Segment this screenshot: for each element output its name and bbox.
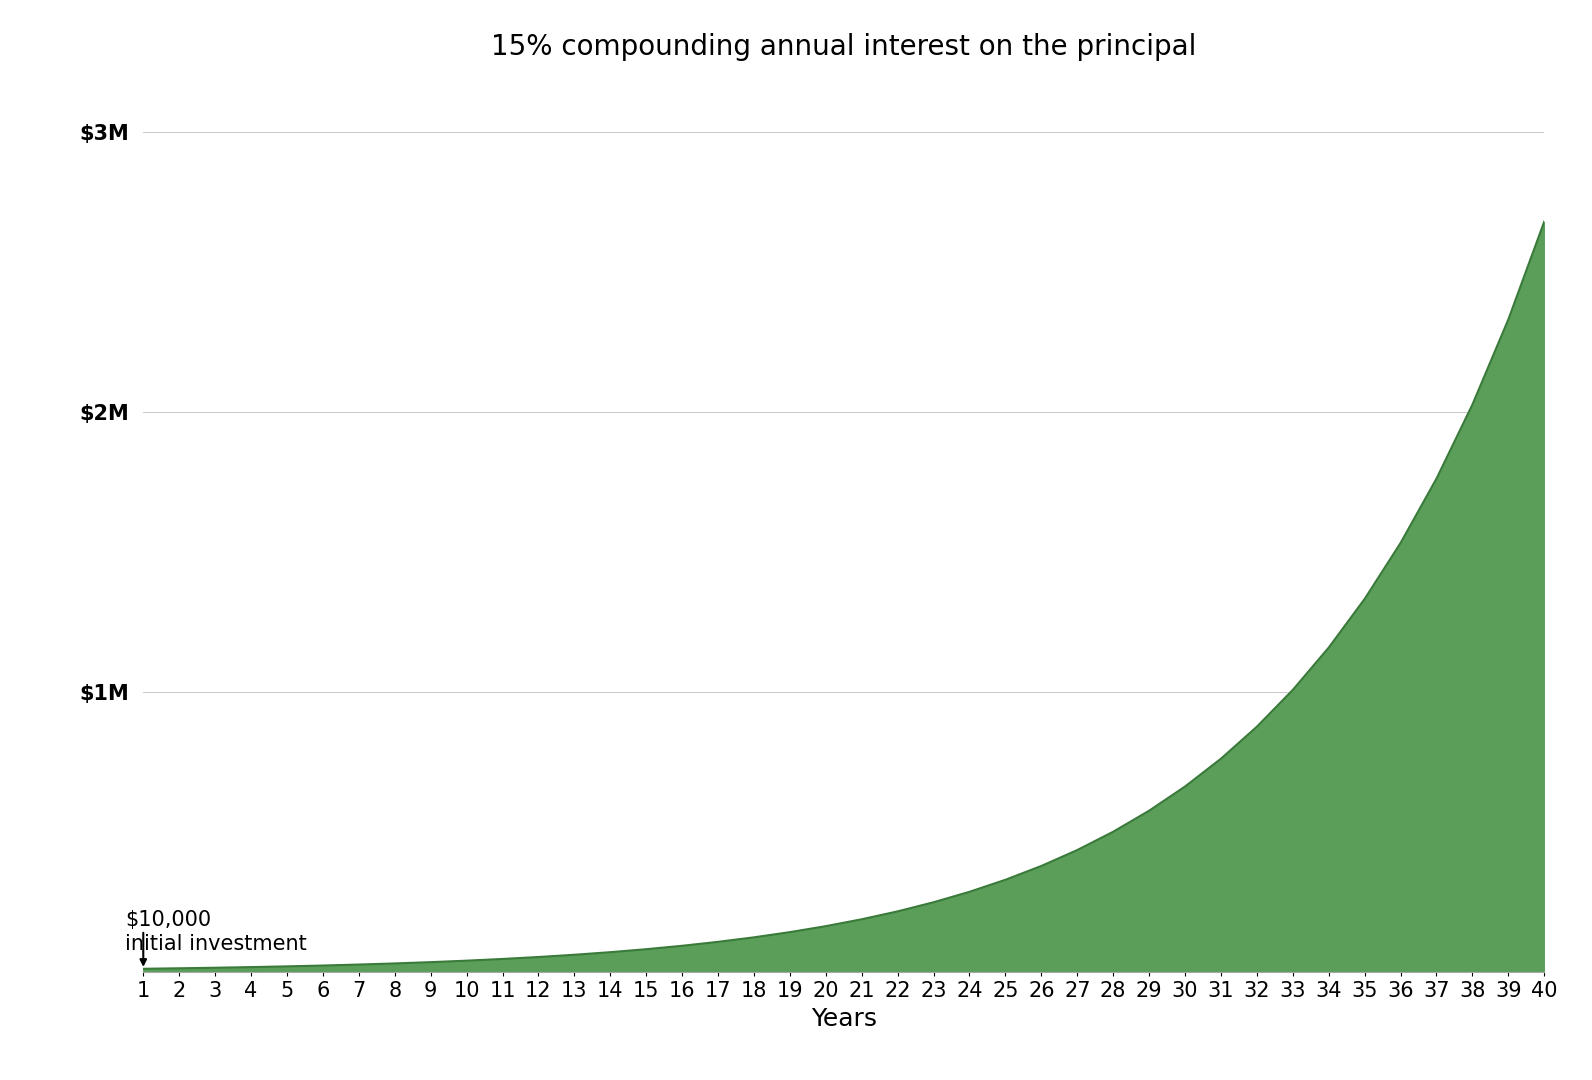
- Title: 15% compounding annual interest on the principal: 15% compounding annual interest on the p…: [490, 32, 1197, 60]
- X-axis label: Years: Years: [810, 1007, 877, 1030]
- Text: $10,000
initial investment: $10,000 initial investment: [126, 910, 307, 954]
